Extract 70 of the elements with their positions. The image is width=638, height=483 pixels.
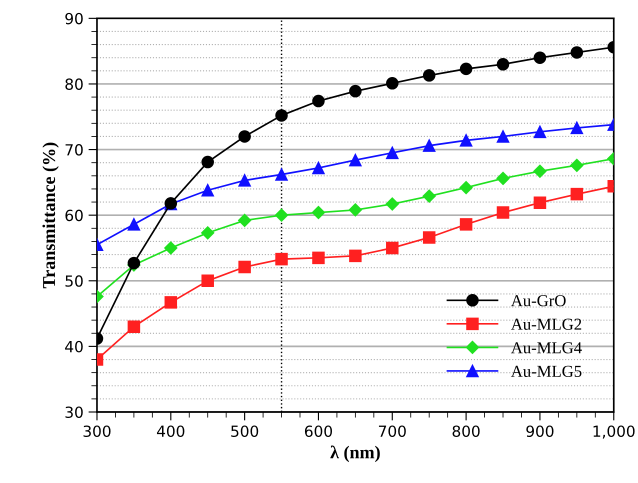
point — [534, 196, 546, 209]
point — [128, 256, 140, 270]
point — [312, 162, 325, 174]
point — [275, 109, 288, 122]
point — [128, 218, 140, 231]
x-tick-label: 300 — [84, 425, 111, 438]
point — [201, 184, 214, 196]
point — [422, 139, 436, 152]
legend-label: Au-GrO — [510, 295, 566, 306]
x-axis-title: λ (nm) — [330, 446, 380, 462]
point — [238, 130, 251, 143]
point — [164, 241, 178, 255]
point — [422, 190, 436, 203]
point — [238, 174, 251, 187]
point — [496, 172, 510, 186]
point — [460, 181, 473, 194]
y-tick-label: 80 — [65, 78, 83, 90]
x-tick-label: 900 — [526, 425, 554, 438]
point — [534, 51, 546, 64]
point — [460, 218, 472, 231]
point — [570, 122, 584, 134]
x-tick-label: 700 — [378, 425, 406, 438]
point — [201, 156, 214, 168]
point — [201, 226, 214, 240]
point — [164, 296, 178, 309]
point — [349, 84, 362, 98]
point — [312, 252, 325, 264]
point — [386, 146, 399, 160]
x-tick-label: 1,000 — [594, 425, 635, 439]
x-tick-label: 600 — [304, 425, 332, 438]
point — [570, 188, 584, 200]
point — [533, 164, 547, 178]
x-tick-label: 400 — [156, 425, 184, 438]
point — [496, 206, 510, 219]
point — [422, 231, 436, 244]
point — [386, 197, 399, 211]
point — [274, 208, 288, 222]
y-tick-label: 30 — [66, 406, 83, 418]
point — [312, 206, 326, 220]
point — [349, 154, 362, 166]
point — [570, 158, 584, 172]
y-tick-label: 90 — [65, 12, 83, 24]
legend-label: Au-MLG5 — [510, 366, 582, 377]
legend-label: Au-MLG4 — [510, 342, 582, 354]
x-tick-label: 500 — [231, 425, 258, 438]
point — [238, 260, 251, 274]
point — [422, 69, 436, 82]
y-tick-label: 70 — [66, 144, 83, 156]
point — [534, 126, 546, 138]
point — [570, 46, 584, 59]
point — [386, 77, 399, 90]
point — [275, 168, 288, 181]
y-tick-label: 50 — [66, 275, 83, 287]
point — [128, 320, 140, 333]
point — [275, 252, 288, 266]
y-tick-label: 40 — [65, 340, 83, 352]
x-tick-label: 800 — [452, 425, 480, 438]
legend-label: Au-MLG2 — [510, 318, 582, 330]
point — [496, 58, 510, 71]
point — [348, 203, 362, 217]
point — [349, 250, 362, 262]
y-tick-label: 60 — [65, 210, 83, 222]
point — [238, 214, 252, 228]
point — [386, 242, 399, 254]
point — [496, 130, 510, 143]
y-axis-title: Transmittance (%) — [42, 142, 59, 288]
point — [460, 134, 472, 147]
point — [460, 62, 472, 76]
point — [201, 274, 214, 288]
point — [312, 94, 325, 108]
